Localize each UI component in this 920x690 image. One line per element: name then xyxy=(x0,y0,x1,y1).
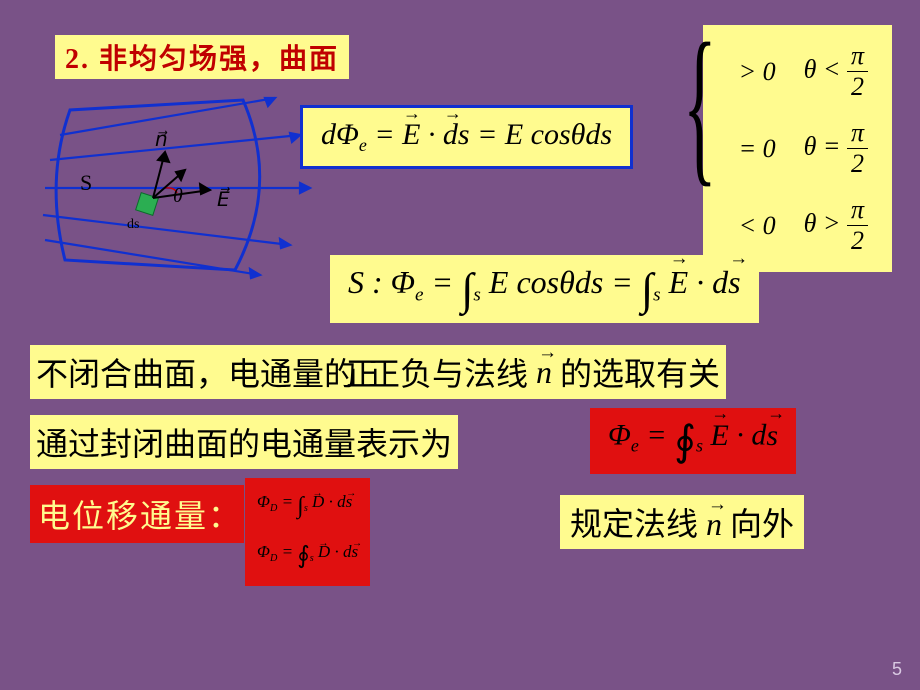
case-row: = 0 θ = π2 xyxy=(725,110,882,187)
formula-closed-integral: Φe = ∮s E · ds xyxy=(590,408,796,474)
formula-s-integral: S : Φe = ∫s E cosθds = ∫s E · ds xyxy=(330,255,759,323)
page-number: 5 xyxy=(892,659,902,680)
formula-d-flux: ΦD = ∫s D · ds ΦD = ∮s D · ds xyxy=(245,478,370,586)
text-open-surface: 不闭合曲面，电通量的正正负与法线 →n 的选取有关 xyxy=(30,345,726,399)
case-row: > 0 θ < π2 xyxy=(725,33,882,110)
svg-text:θ: θ xyxy=(173,185,183,207)
formula-dphi: dΦe = E · ds = E cosθds xyxy=(300,105,633,169)
svg-text:ds: ds xyxy=(127,217,139,232)
flux-diagram: S n⃗ θ E⃗ ds xyxy=(25,80,320,300)
cases-bracket: { > 0 θ < π2 = 0 θ = π2 < 0 θ > π2 xyxy=(703,25,892,272)
svg-text:E⃗: E⃗ xyxy=(217,186,230,211)
text-normal-outward: 规定法线 →n 向外 xyxy=(560,495,804,549)
label-displacement-flux: 电位移通量： xyxy=(30,485,244,543)
diagram-label-S: S xyxy=(80,170,92,195)
svg-text:n⃗: n⃗ xyxy=(155,129,168,151)
section-title: 2. 非均匀场强，曲面 xyxy=(55,35,349,79)
text-closed-surface: 通过封闭曲面的电通量表示为 xyxy=(30,415,458,469)
